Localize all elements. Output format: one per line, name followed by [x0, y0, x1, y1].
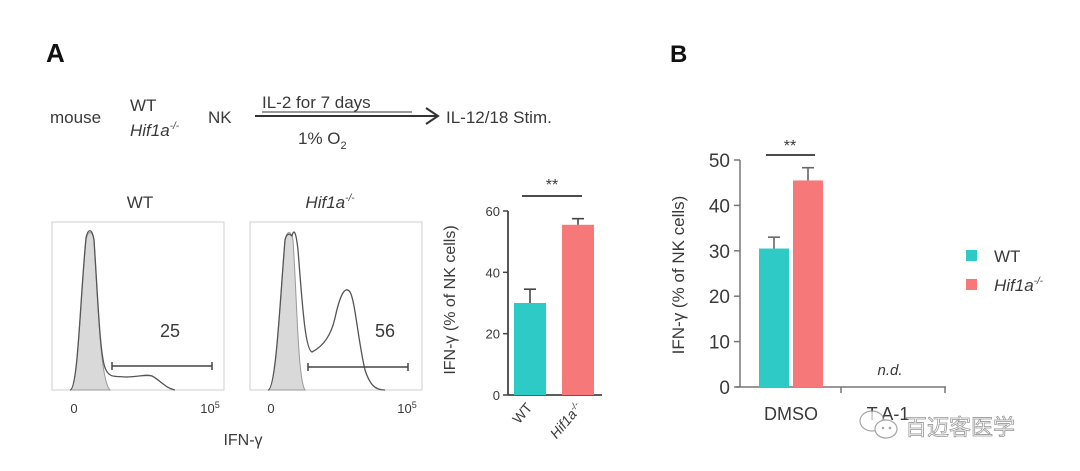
wechat-icon: [859, 410, 898, 439]
panel-a-bar-chart: IFN-γ (% of NK cells) 0 20 40 60 WT Hif1a-/…: [442, 177, 602, 441]
flow-histogram-wt: WT 25 0 105: [51, 193, 225, 416]
panel-b-ytick-label: 10: [709, 333, 730, 354]
flow-ko-trace: [267, 231, 386, 391]
schematic-nk: NK: [208, 108, 232, 127]
panel-a-bar-wt: [514, 303, 546, 395]
flow-ko-xtick-max: 105: [397, 400, 416, 416]
panel-label-b: B: [670, 41, 687, 68]
panel-a-significance: **: [546, 177, 558, 194]
flow-wt-xtick-max: 105: [200, 400, 219, 416]
panel-a-ytick-label: 40: [486, 265, 500, 280]
panel-b-bar-dmso-ko: [793, 180, 823, 387]
flow-ko-frame: [249, 221, 423, 391]
panel-b-significance: **: [784, 138, 796, 155]
flow-ko-title: Hif1a-/-: [305, 193, 355, 212]
panel-b-nd-label: n.d.: [877, 362, 902, 379]
flow-ko-gate-label: 56: [375, 321, 395, 341]
flow-wt-title: WT: [127, 193, 153, 212]
panel-b-ytick-label: 0: [719, 378, 730, 399]
panel-a-xtick-wt: WT: [509, 399, 536, 426]
flow-ko-xtick-0: 0: [267, 401, 274, 416]
panel-a-xtick-ko: Hif1a-/-: [547, 400, 586, 442]
panel-a-bar-ko: [562, 224, 594, 395]
panel-b-ylabel: IFN-γ (% of NK cells): [669, 196, 688, 355]
panel-b-ytick-label: 50: [709, 151, 730, 172]
legend-label-ko: Hif1a-/-: [994, 276, 1044, 295]
panel-b-ytick-label: 40: [709, 196, 730, 217]
schematic-ko: Hif1a-/-: [130, 121, 180, 140]
flow-xlabel: IFN-γ: [223, 432, 262, 449]
schematic-wt: WT: [130, 96, 156, 115]
panel-b-ytick-label: 30: [709, 242, 730, 263]
legend-swatch-wt: [966, 250, 977, 261]
panel-b-legend: WT Hif1a-/-: [966, 247, 1044, 295]
legend-label-wt: WT: [994, 247, 1020, 266]
flow-histogram-ko: Hif1a-/- 56 0 105 IFN-γ: [223, 193, 423, 449]
panel-b-ytick-label: 20: [709, 287, 730, 308]
panel-a-ytick-label: 0: [493, 388, 500, 403]
watermark: 百迈客医学: [859, 410, 1015, 441]
panel-a-ytick-label: 20: [486, 327, 500, 342]
flow-ko-isotype: [267, 232, 306, 391]
schematic-mouse: mouse: [50, 108, 101, 127]
panel-b-bar-dmso-wt: [759, 248, 789, 387]
panel-label-a: A: [46, 38, 65, 68]
arrow-right-icon: [425, 107, 440, 125]
flow-wt-gate-label: 25: [160, 321, 180, 341]
panel-a-ytick-label: 60: [486, 204, 500, 219]
panel-a-ylabel: IFN-γ (% of NK cells): [442, 225, 459, 374]
schematic-result: IL-12/18 Stim.: [446, 108, 552, 127]
watermark-text: 百迈客医学: [905, 416, 1015, 441]
flow-wt-frame: [51, 221, 225, 391]
legend-swatch-ko: [966, 279, 977, 290]
schematic: mouse WT Hif1a-/- NK IL-2 for 7 days 1% …: [50, 93, 552, 152]
schematic-arrow-top: IL-2 for 7 days: [262, 93, 371, 112]
flow-wt-xtick-0: 0: [70, 401, 77, 416]
schematic-arrow-bottom: 1% O2: [298, 129, 347, 152]
flow-wt-trace: [69, 230, 176, 391]
panel-b-xtick-dmso: DMSO: [764, 404, 818, 424]
